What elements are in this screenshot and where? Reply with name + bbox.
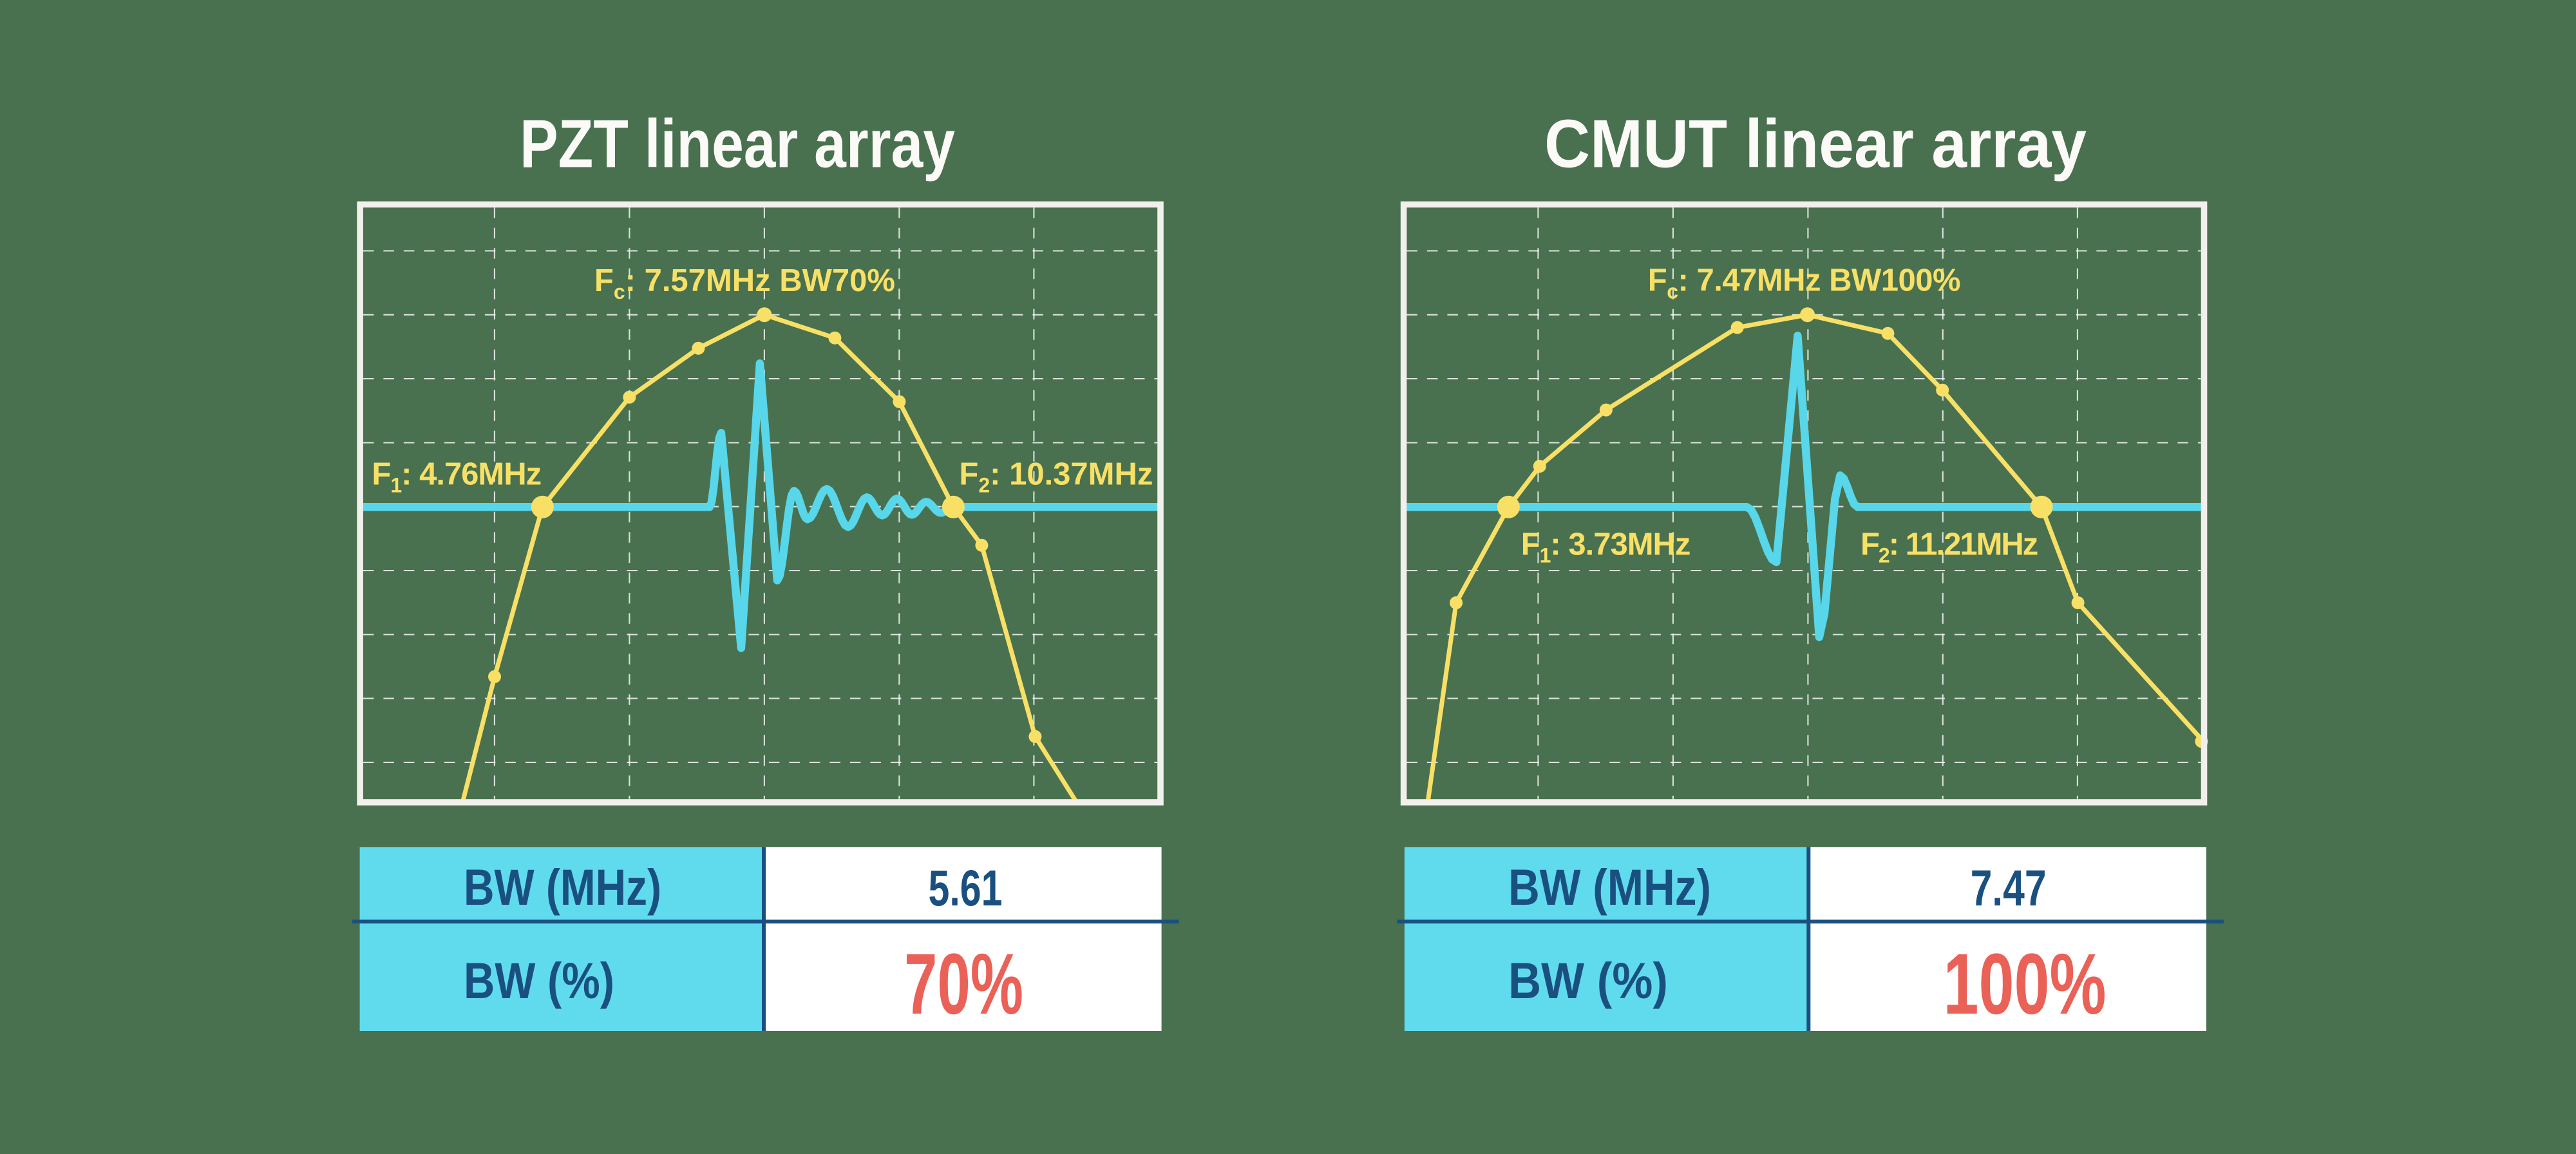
- svg-text:Fc: 7.57MHz BW70%: Fc: 7.57MHz BW70%: [594, 263, 895, 303]
- svg-text:Fc: 7.47MHz BW100%: Fc: 7.47MHz BW100%: [1648, 263, 1960, 303]
- svg-text:F2: 10.37MHz: F2: 10.37MHz: [959, 457, 1153, 497]
- svg-text:7.47: 7.47: [1971, 859, 2047, 916]
- svg-text:100%: 100%: [1944, 936, 2107, 1032]
- svg-text:F2: 11.21MHz: F2: 11.21MHz: [1861, 527, 2038, 567]
- svg-text:5.61: 5.61: [929, 859, 1003, 916]
- svg-text:70%: 70%: [904, 936, 1023, 1032]
- svg-text:BW (%): BW (%): [464, 952, 614, 1009]
- svg-text:BW (MHz): BW (MHz): [1508, 858, 1711, 916]
- svg-text:BW (%): BW (%): [1508, 952, 1668, 1009]
- svg-text:CMUT linear array: CMUT linear array: [1544, 106, 2087, 182]
- svg-text:BW (MHz): BW (MHz): [464, 858, 661, 916]
- svg-text:PZT linear array: PZT linear array: [520, 106, 955, 182]
- svg-text:F1: 4.76MHz: F1: 4.76MHz: [372, 457, 541, 497]
